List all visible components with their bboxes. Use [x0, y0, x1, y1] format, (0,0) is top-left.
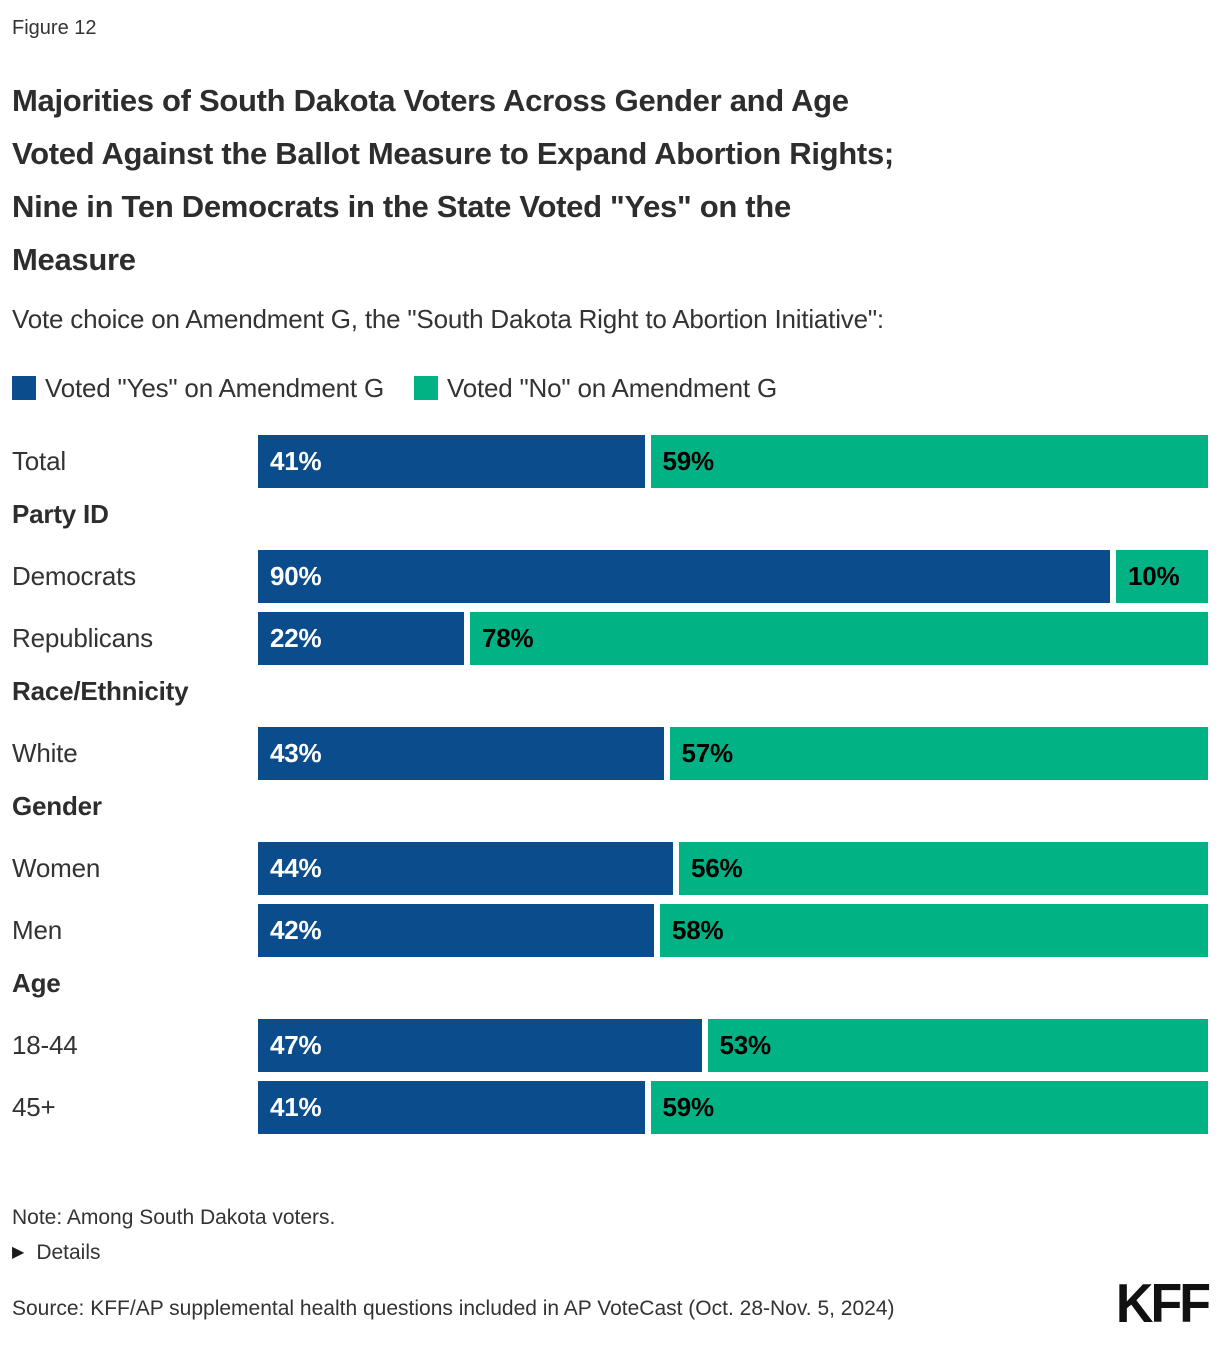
bar-value-yes: 44%	[270, 853, 322, 883]
details-disclosure-triangle-icon: ▶	[12, 1244, 25, 1261]
bar-segment-no: 56%	[679, 842, 1208, 895]
bar-track: 42% 58%	[258, 904, 1208, 957]
kff-logo: KFF	[1115, 1273, 1211, 1335]
bar-segment-yes: 41%	[258, 435, 645, 488]
section-header: Party ID	[12, 499, 109, 529]
bar-value-no: 56%	[691, 853, 743, 883]
bar-value-yes: 90%	[270, 561, 322, 591]
title-line-1: Majorities of South Dakota Voters Across…	[12, 83, 849, 118]
bar-value-no: 57%	[681, 738, 734, 768]
legend-label-yes: Voted "Yes" on Amendment G	[45, 372, 384, 403]
chart-row: Women 44% 56%	[12, 842, 1208, 895]
chart-row: Men 42% 58%	[12, 904, 1208, 957]
bar-value-no: 59%	[662, 446, 715, 476]
bar-segment-yes: 22%	[258, 612, 464, 665]
legend-label-no: Voted "No" on Amendment G	[446, 372, 777, 403]
figure-label: Figure 12	[12, 17, 97, 39]
bar-track: 41% 59%	[258, 1081, 1208, 1134]
title-line-4: Measure	[12, 242, 136, 277]
bar-track: 47% 53%	[258, 1019, 1208, 1072]
bar-segment-no: 78%	[470, 612, 1208, 665]
chart-row: Total 41% 59%	[12, 435, 1208, 488]
chart-row: Democrats 90% 10%	[12, 550, 1208, 603]
bar-value-yes: 43%	[270, 738, 322, 768]
bar-segment-yes: 41%	[258, 1081, 645, 1134]
bar-track: 41% 59%	[258, 435, 1208, 488]
section-header: Gender	[12, 791, 102, 821]
bar-segment-no: 57%	[669, 727, 1208, 780]
bar-track: 90% 10%	[258, 550, 1208, 603]
bar-value-yes: 47%	[270, 1030, 322, 1060]
row-label: Women	[12, 853, 101, 883]
chart-row: 18-44 47% 53%	[12, 1019, 1208, 1072]
row-label: 18-44	[12, 1030, 78, 1060]
bar-value-yes: 41%	[270, 446, 322, 476]
bar-segment-yes: 47%	[258, 1019, 702, 1072]
row-label: Democrats	[12, 561, 136, 591]
footer-note: Note: Among South Dakota voters.	[12, 1206, 336, 1229]
bar-segment-no: 53%	[707, 1019, 1208, 1072]
bar-value-yes: 22%	[270, 623, 322, 653]
chart-row: 45+ 41% 59%	[12, 1081, 1208, 1134]
bar-value-no: 10%	[1128, 561, 1180, 591]
bar-segment-no: 58%	[660, 904, 1208, 957]
bar-value-no: 53%	[719, 1030, 772, 1060]
legend-item-yes: Voted "Yes" on Amendment G	[12, 373, 384, 404]
bar-segment-yes: 42%	[258, 904, 654, 957]
legend: Voted "Yes" on Amendment G Voted "No" on…	[12, 372, 1208, 404]
bar-value-yes: 41%	[270, 1092, 322, 1122]
details-label: Details	[36, 1241, 101, 1264]
bar-segment-no: 59%	[650, 1081, 1208, 1134]
chart-row: White 43% 57%	[12, 727, 1208, 780]
bar-track: 22% 78%	[258, 612, 1208, 665]
bar-segment-yes: 90%	[258, 550, 1110, 603]
legend-swatch-yes-icon	[12, 376, 36, 400]
row-label: 45+	[12, 1092, 56, 1122]
row-label: Total	[12, 446, 66, 476]
source-text: Source: KFF/AP supplemental health quest…	[12, 1297, 895, 1320]
bar-segment-no: 10%	[1116, 550, 1208, 603]
bar-segment-yes: 44%	[258, 842, 673, 895]
section-header: Race/Ethnicity	[12, 676, 189, 706]
bar-value-no: 59%	[662, 1092, 715, 1122]
row-label: White	[12, 738, 78, 768]
title-line-2: Voted Against the Ballot Measure to Expa…	[12, 136, 894, 171]
bar-segment-no: 59%	[650, 435, 1208, 488]
legend-item-no: Voted "No" on Amendment G	[413, 372, 777, 404]
bar-value-no: 58%	[672, 915, 724, 945]
chart-rows: Total 41% 59% Party ID Democrats 90% 10% Republ…	[12, 435, 1208, 1134]
legend-swatch-no-icon	[413, 376, 438, 400]
bar-value-yes: 42%	[270, 915, 322, 945]
row-label: Men	[12, 915, 62, 945]
bar-segment-yes: 43%	[258, 727, 664, 780]
title-line-3: Nine in Ten Democrats in the State Voted…	[12, 189, 791, 224]
source-row: Source: KFF/AP supplemental health quest…	[12, 1273, 1211, 1335]
chart-row: Republicans 22% 78%	[12, 612, 1208, 665]
details-toggle[interactable]: ▶ Details	[12, 1238, 101, 1268]
section-header: Age	[12, 968, 61, 998]
bar-track: 43% 57%	[258, 727, 1208, 780]
page-title: Majorities of South Dakota Voters Across…	[12, 74, 1208, 286]
bar-value-no: 78%	[482, 623, 534, 653]
chart-subtitle: Vote choice on Amendment G, the "South D…	[12, 304, 884, 334]
bar-track: 44% 56%	[258, 842, 1208, 895]
row-label: Republicans	[12, 623, 153, 653]
